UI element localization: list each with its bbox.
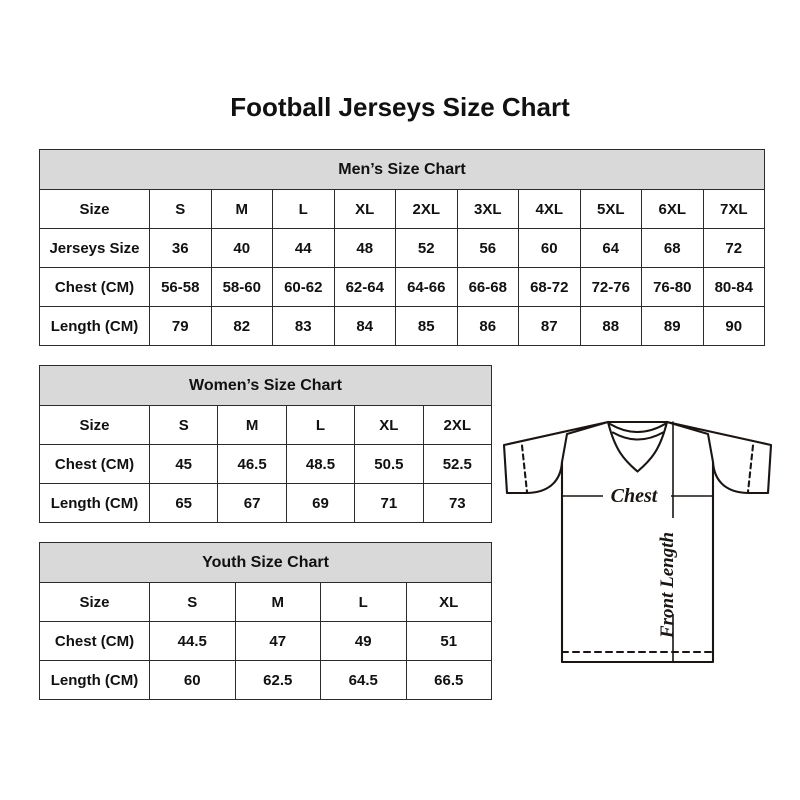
svg-text:Front Length: Front Length bbox=[657, 532, 678, 639]
svg-text:Chest: Chest bbox=[611, 485, 659, 507]
